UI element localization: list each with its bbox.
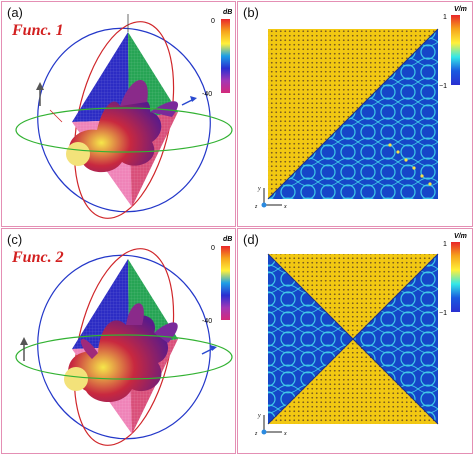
axis-z-label: z	[254, 204, 258, 210]
field-map-func2: V/m 1 −1 y z x	[254, 233, 467, 437]
hole-dots-b	[388, 143, 432, 186]
panel-label-b: (b)	[243, 5, 259, 20]
axis-x-label: x	[283, 204, 287, 210]
colorbar-min: −1	[439, 310, 447, 317]
axis-arrows	[36, 14, 197, 123]
panel-a: dB 0 -40 (a) Func. 1	[1, 1, 236, 227]
field-map-b	[267, 28, 439, 200]
axis-triad-d: y z x	[254, 413, 287, 437]
axis-arrows	[20, 337, 217, 361]
db-colorbar: dB 0 -40	[202, 236, 232, 325]
lobe-pattern	[64, 303, 178, 402]
panel-label-a: (a)	[7, 5, 23, 20]
field-map-d	[267, 253, 439, 425]
panel-b: V/m 1 −1 y z x (b)	[237, 1, 473, 227]
panel-d: V/m 1 −1 y z x (d)	[237, 228, 473, 454]
radiation-pattern-3d-func2: dB 0 -40	[15, 236, 233, 446]
func-label-2: Func. 2	[12, 249, 64, 266]
db-colorbar: dB 0 -40	[202, 9, 232, 98]
func-label-1: Func. 1	[12, 22, 64, 39]
field-colorbar-b: V/m 1 −1	[439, 6, 467, 90]
colorbar-max: 1	[443, 14, 447, 21]
radiation-pattern-3d-func1: dB 0 -40	[15, 9, 233, 219]
colorbar-unit: dB	[223, 9, 232, 16]
panel-c: dB 0 -40 (c) Func. 2	[1, 228, 236, 454]
panel-label-d: (d)	[243, 232, 259, 247]
field-map-func1: V/m 1 −1 y z x	[254, 6, 467, 210]
blue-ring	[37, 27, 211, 213]
panel-label-c: (c)	[7, 232, 23, 247]
axis-y-label: y	[257, 186, 261, 192]
green-ring	[15, 334, 233, 380]
green-ring	[15, 107, 233, 153]
colorbar-max: 1	[443, 241, 447, 248]
axis-y-label: y	[257, 413, 261, 419]
blue-ring	[37, 254, 211, 440]
colorbar-min: -40	[202, 91, 212, 98]
axis-z-label: z	[254, 431, 258, 437]
colorbar-min: −1	[439, 83, 447, 90]
field-colorbar-d: V/m 1 −1	[439, 233, 467, 317]
colorbar-unit: dB	[223, 236, 232, 243]
colorbar-min: -40	[202, 318, 212, 325]
colorbar-unit: V/m	[454, 6, 467, 13]
colorbar-max: 0	[211, 18, 215, 25]
colorbar-unit: V/m	[454, 233, 467, 240]
colorbar-max: 0	[211, 245, 215, 252]
axis-x-label: x	[283, 431, 287, 437]
lobe-pattern	[66, 79, 179, 173]
axis-triad-b: y z x	[254, 186, 287, 210]
